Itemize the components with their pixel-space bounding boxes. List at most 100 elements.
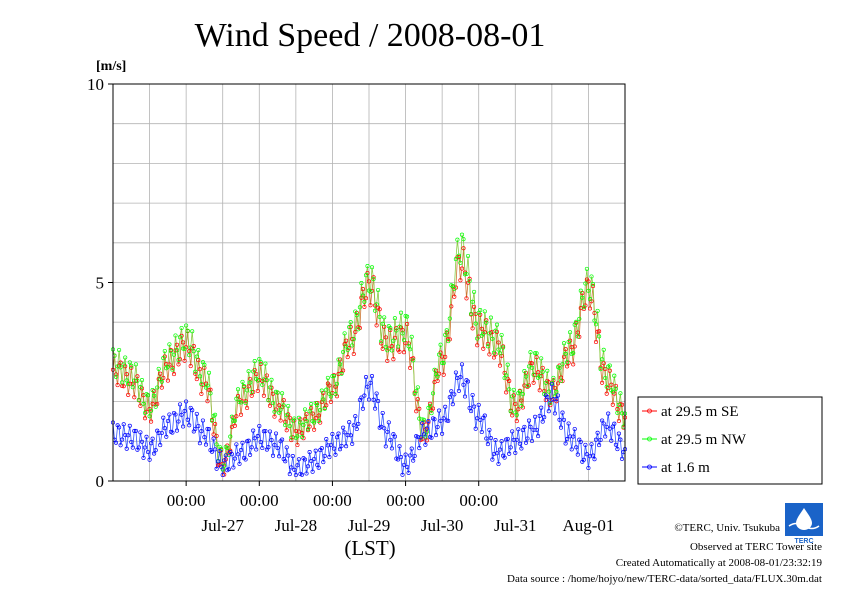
data-point-series-0: [197, 367, 202, 372]
data-point-series-2: [286, 453, 291, 458]
data-point-series-2: [162, 426, 167, 431]
chart-title: Wind Speed / 2008-08-01: [195, 17, 546, 54]
data-point-series-2: [141, 455, 146, 460]
data-point-series-2: [395, 457, 401, 462]
data-point-series-1: [568, 330, 573, 335]
data-point-series-1: [539, 356, 544, 361]
data-point-series-0: [592, 310, 597, 316]
data-point-series-0: [181, 340, 186, 345]
data-point-series-1: [554, 389, 559, 394]
data-point-series-2: [412, 453, 417, 459]
data-point-series-0: [194, 377, 199, 382]
data-source-text: Data source : /home/hojyo/new/TERC-data/…: [507, 573, 822, 585]
data-point-series-1: [398, 310, 404, 315]
data-point-series-1: [214, 442, 219, 447]
data-point-series-1: [394, 328, 399, 333]
data-point-series-2: [590, 453, 596, 458]
data-point-series-0: [607, 368, 612, 373]
data-point-series-0: [397, 349, 402, 354]
data-point-series-1: [543, 380, 548, 385]
data-point-series-2: [494, 451, 500, 456]
x-date-label: Jul-30: [421, 516, 464, 535]
data-point-series-0: [299, 431, 305, 436]
copyright-text: ©TERC, Univ. Tsukuba: [674, 522, 780, 534]
data-point-series-2: [566, 421, 571, 426]
data-point-series-1: [589, 274, 594, 279]
data-point-series-2: [240, 440, 245, 445]
data-point-series-1: [245, 388, 250, 393]
y-tick-label: 0: [96, 472, 105, 491]
data-point-series-2: [257, 423, 262, 429]
data-point-series-2: [514, 437, 519, 442]
data-point-series-1: [493, 328, 498, 333]
data-point-series-2: [237, 461, 242, 466]
data-point-series-1: [280, 391, 285, 396]
data-point-series-0: [199, 391, 204, 396]
data-point-series-1: [467, 278, 472, 283]
data-point-series-1: [238, 400, 244, 405]
data-point-series-2: [170, 430, 175, 435]
data-point-series-2: [216, 459, 221, 464]
data-point-series-1: [229, 414, 234, 419]
data-point-series-1: [504, 373, 509, 378]
data-point-series-0: [581, 306, 586, 312]
data-point-series-1: [129, 363, 134, 368]
data-point-series-1: [260, 382, 265, 387]
data-point-series-2: [219, 464, 224, 469]
data-point-series-1: [501, 345, 506, 350]
data-point-series-1: [161, 356, 166, 361]
data-point-series-0: [572, 344, 577, 349]
data-point-series-1: [120, 380, 125, 385]
data-point-series-2: [132, 428, 137, 433]
data-point-series-2: [536, 434, 541, 439]
data-point-series-1: [388, 326, 393, 331]
data-point-series-1: [167, 342, 172, 347]
data-point-series-1: [473, 321, 478, 326]
data-point-series-1: [485, 344, 490, 349]
data-point-series-2: [248, 452, 253, 457]
data-point-series-1: [331, 373, 337, 379]
data-point-series-1: [380, 321, 385, 326]
data-point-series-1: [170, 367, 175, 372]
data-point-series-2: [539, 405, 544, 410]
data-point-series-0: [232, 423, 237, 428]
data-point-series-0: [446, 337, 451, 342]
data-point-series-1: [126, 382, 131, 387]
data-point-series-1: [333, 392, 338, 397]
data-point-series-1: [575, 334, 580, 339]
data-point-series-2: [167, 412, 172, 417]
data-point-series-0: [456, 254, 461, 260]
data-point-series-2: [310, 469, 315, 474]
data-point-series-1: [584, 266, 589, 271]
data-point-series-0: [264, 373, 269, 378]
data-point-series-0: [615, 407, 620, 412]
data-point-series-2: [569, 447, 574, 452]
data-point-series-2: [217, 449, 222, 454]
data-point-series-2: [176, 419, 181, 424]
data-point-series-2: [557, 417, 562, 422]
data-point-series-2: [165, 418, 170, 424]
data-point-series-0: [284, 428, 289, 433]
data-point-series-0: [281, 398, 286, 403]
data-point-series-2: [194, 411, 199, 416]
data-point-series-1: [546, 389, 551, 394]
data-point-series-1: [522, 369, 527, 374]
data-point-series-1: [208, 391, 213, 396]
data-point-series-1: [174, 348, 180, 353]
data-point-series-2: [319, 446, 324, 451]
data-point-series-1: [194, 354, 199, 359]
data-point-series-2: [211, 436, 216, 441]
data-point-series-0: [481, 346, 486, 351]
data-point-series-0: [176, 362, 181, 367]
data-point-series-2: [365, 384, 370, 389]
data-point-series-0: [202, 365, 207, 370]
data-point-series-1: [232, 418, 237, 423]
data-point-series-2: [496, 461, 501, 467]
data-point-series-0: [234, 414, 239, 419]
data-point-series-1: [187, 353, 192, 358]
data-point-series-1: [440, 360, 445, 366]
data-point-series-0: [604, 391, 609, 396]
data-point-series-1: [255, 378, 260, 383]
data-point-series-2: [152, 451, 157, 456]
data-point-series-1: [537, 374, 542, 379]
